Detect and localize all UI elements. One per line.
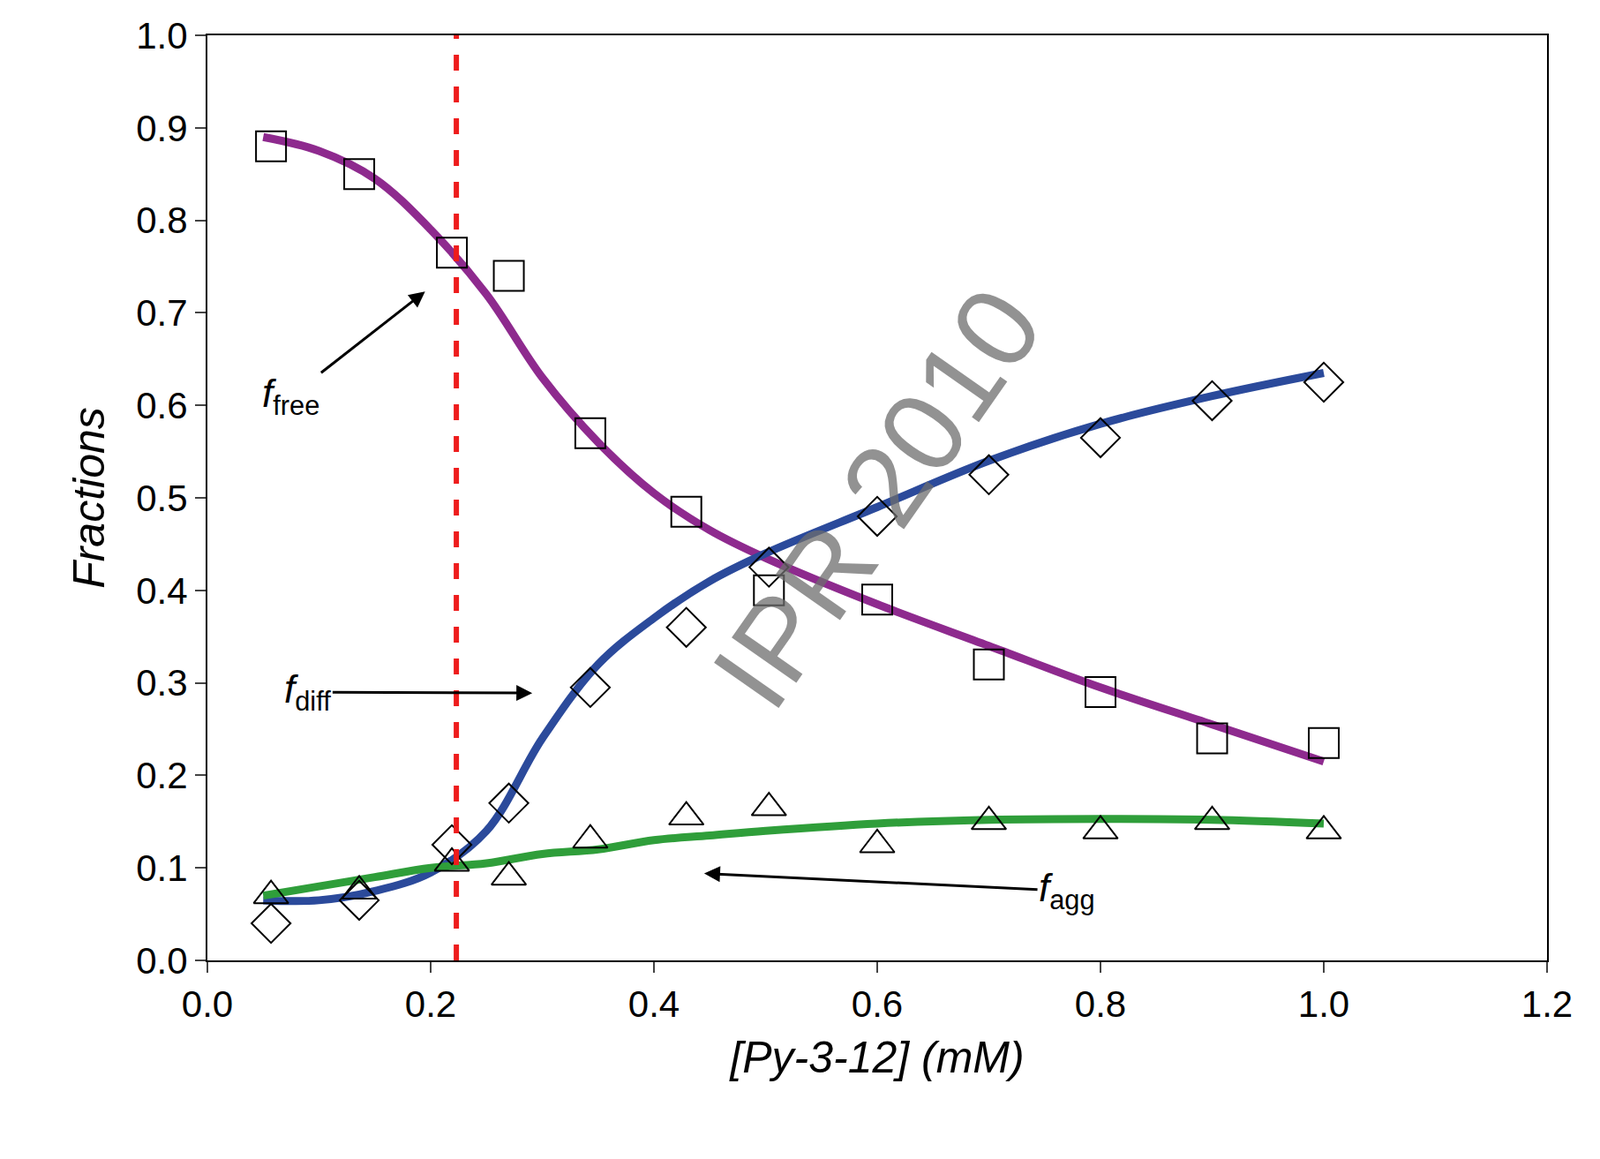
svg-text:[Py-3-12] (mM): [Py-3-12] (mM) [728, 1032, 1024, 1082]
svg-text:0.8: 0.8 [135, 199, 188, 241]
svg-text:0.2: 0.2 [135, 754, 188, 797]
svg-text:0.8: 0.8 [1074, 983, 1127, 1025]
svg-text:0.4: 0.4 [135, 570, 188, 612]
svg-text:0.0: 0.0 [135, 939, 188, 982]
svg-text:f​diff​: f​diff​ [284, 667, 331, 717]
svg-text:0.2: 0.2 [405, 983, 457, 1025]
svg-text:0.9: 0.9 [135, 107, 188, 150]
svg-text:1.0: 1.0 [1298, 983, 1350, 1025]
svg-text:1.0: 1.0 [135, 15, 188, 57]
svg-text:0.6: 0.6 [135, 384, 188, 427]
svg-text:f​free​: f​free​ [262, 371, 320, 421]
svg-text:0.6: 0.6 [851, 983, 903, 1025]
svg-text:IPR 2010: IPR 2010 [687, 264, 1067, 731]
svg-text:0.5: 0.5 [135, 477, 188, 519]
svg-text:f​agg​: f​agg​ [1038, 865, 1096, 916]
svg-text:0.7: 0.7 [135, 292, 188, 334]
svg-text:0.4: 0.4 [628, 983, 680, 1025]
svg-text:Fractions: Fractions [64, 406, 114, 589]
svg-text:1.2: 1.2 [1521, 983, 1573, 1025]
svg-text:0.0: 0.0 [181, 983, 233, 1025]
svg-text:0.3: 0.3 [135, 661, 188, 704]
svg-text:0.1: 0.1 [135, 847, 188, 889]
